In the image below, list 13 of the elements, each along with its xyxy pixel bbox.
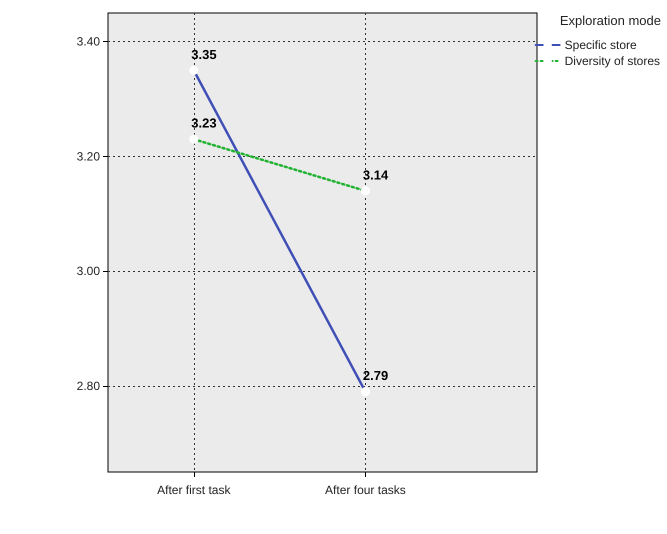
- legend-label: Diversity of stores: [564, 54, 660, 68]
- y-tick-label: 3.00: [76, 264, 100, 278]
- data-label: 2.79: [362, 368, 388, 384]
- x-tick-label: After first task: [157, 483, 232, 497]
- legend-title: Exploration mode: [560, 13, 662, 28]
- data-label: 3.23: [191, 116, 217, 131]
- data-label: 3.14: [362, 167, 389, 182]
- x-tick-label: After four tasks: [325, 483, 406, 497]
- y-tick-label: 3.40: [76, 34, 100, 49]
- data-label: 3.35: [191, 46, 217, 62]
- y-tick-label: 3.20: [76, 149, 100, 164]
- y-tick-label: 2.80: [76, 378, 100, 393]
- legend-label: Specific store: [564, 38, 637, 52]
